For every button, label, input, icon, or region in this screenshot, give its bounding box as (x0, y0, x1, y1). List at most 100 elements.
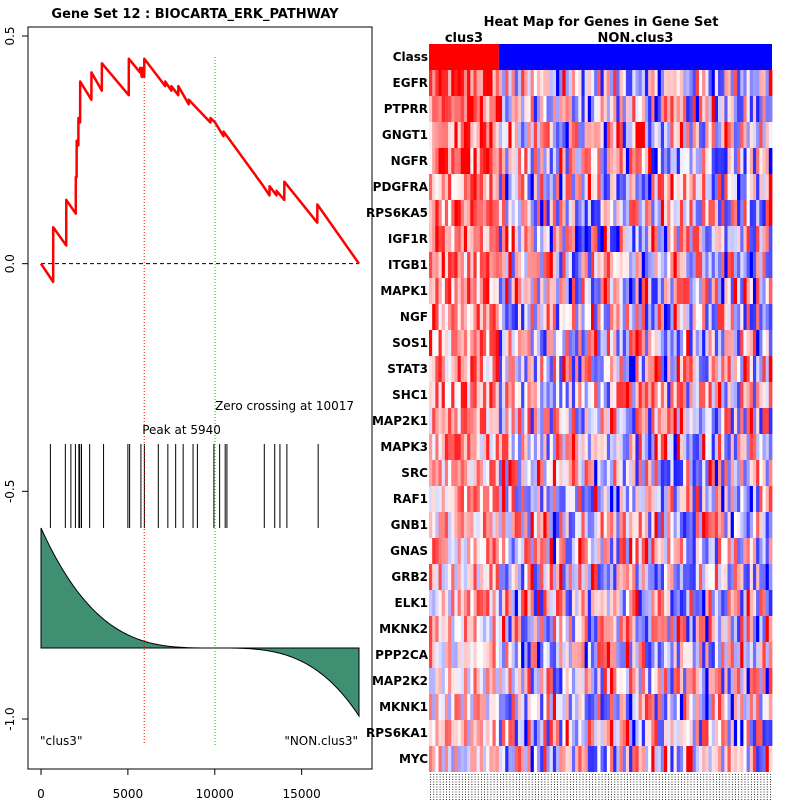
heatmap-cell (578, 382, 582, 408)
heatmap-cell (670, 538, 674, 564)
heatmap-cell (657, 148, 662, 174)
heatmap-cell (514, 642, 519, 668)
heatmap-cell (594, 122, 598, 148)
heatmap-cell (756, 122, 760, 148)
heatmap-cell (616, 148, 620, 174)
heatmap-cell (768, 720, 773, 746)
heatmap-cell (438, 356, 443, 382)
heatmap-cell (562, 174, 566, 200)
heatmap-cell (581, 668, 586, 694)
heatmap-cell (524, 356, 528, 382)
heatmap-cell (711, 694, 716, 720)
heatmap-cell (556, 96, 560, 122)
heatmap-cell (635, 96, 640, 122)
heatmap-cell (737, 746, 741, 772)
heatmap-cell (549, 356, 554, 382)
heatmap-cell (435, 564, 439, 590)
heatmap-cell (673, 148, 678, 174)
heatmap-cell (749, 96, 754, 122)
heatmap-cell (546, 616, 551, 642)
heatmap-cell (654, 148, 659, 174)
heatmap-cell (664, 538, 668, 564)
heatmap-cell (654, 668, 659, 694)
heatmap-cell (622, 642, 627, 668)
heatmap-cell (467, 148, 471, 174)
heatmap-cell (714, 304, 719, 330)
heatmap-cell (498, 720, 503, 746)
heatmap-cell (762, 96, 767, 122)
heatmap-cell (603, 70, 608, 96)
heatmap-cell (625, 460, 630, 486)
heatmap-cell (603, 694, 608, 720)
heatmap-cell (594, 382, 598, 408)
heatmap-cell (705, 278, 709, 304)
heatmap-cell (749, 746, 754, 772)
heatmap-cell (597, 720, 601, 746)
heatmap-cell (756, 746, 760, 772)
heatmap-cell (686, 512, 690, 538)
heatmap-cell (470, 356, 474, 382)
heatmap-cell (451, 304, 455, 330)
heatmap-cell (768, 226, 773, 252)
heatmap-cell (508, 486, 512, 512)
heatmap-cell (762, 226, 767, 252)
heatmap-cell (549, 486, 554, 512)
heatmap-cell (556, 356, 560, 382)
heatmap-cell (590, 434, 595, 460)
heatmap-cell (718, 694, 722, 720)
heatmap-cell (622, 590, 627, 616)
heatmap-cell (714, 434, 719, 460)
heatmap-cell (444, 460, 449, 486)
heatmap-cell (451, 538, 455, 564)
heatmap-cell (664, 460, 668, 486)
heatmap-cell (530, 278, 535, 304)
heatmap-cell (502, 122, 506, 148)
heatmap-cell (718, 382, 722, 408)
heatmap-cell (482, 148, 487, 174)
heatmap-cell (498, 174, 503, 200)
heatmap-cell (695, 122, 700, 148)
heatmap-cell (765, 96, 770, 122)
heatmap-cell (638, 434, 643, 460)
heatmap-cell (756, 304, 760, 330)
heatmap-cell (498, 278, 503, 304)
heatmap-cell (746, 174, 751, 200)
heatmap-cell (622, 486, 627, 512)
heatmap-cell (463, 226, 468, 252)
heatmap-cell (502, 200, 506, 226)
heatmap-cell (546, 746, 551, 772)
heatmap-cell (632, 694, 636, 720)
heatmap-cell (759, 304, 763, 330)
heatmap-cell (711, 460, 716, 486)
heatmap-cell (540, 434, 544, 460)
heatmap-cell (517, 746, 522, 772)
heatmap-cell (517, 382, 522, 408)
heatmap-cell (689, 408, 694, 434)
heatmap-cell (752, 148, 757, 174)
heatmap-cell (448, 148, 452, 174)
heatmap-cell (590, 174, 595, 200)
heatmap-cell (540, 200, 544, 226)
heatmap-cell (641, 694, 646, 720)
heatmap-cell (727, 174, 732, 200)
heatmap-cell (698, 538, 703, 564)
heatmap-cell (489, 356, 493, 382)
heatmap-cell (635, 512, 640, 538)
heatmap-cell (660, 330, 665, 356)
heatmap-cell (651, 616, 655, 642)
heatmap-cell (606, 616, 611, 642)
heatmap-cell (708, 460, 713, 486)
heatmap-cell (429, 538, 433, 564)
heatmap-cell (575, 278, 579, 304)
heatmap-cell (527, 200, 532, 226)
heatmap-cell (517, 720, 522, 746)
heatmap-cell (521, 642, 525, 668)
heatmap-cell (721, 382, 725, 408)
heatmap-cell (648, 200, 652, 226)
heatmap-cell (482, 70, 487, 96)
heatmap-cell (565, 590, 570, 616)
heatmap-cell (638, 590, 643, 616)
heatmap-cell (733, 200, 738, 226)
heatmap-cell (654, 122, 659, 148)
heatmap-cell (686, 642, 690, 668)
